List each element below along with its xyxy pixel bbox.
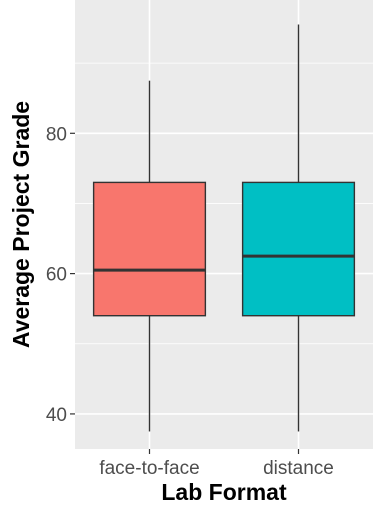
box-body [241, 181, 356, 317]
y-tick-label: 40 [46, 405, 67, 426]
y-axis-title: Average Project Grade [8, 101, 34, 348]
boxes [92, 24, 356, 432]
y-tick-label: 80 [46, 124, 67, 145]
x-tick-label: distance [263, 458, 334, 479]
x-tick-label: face-to-face [99, 458, 199, 479]
box-distance [241, 24, 356, 432]
x-axis-title: Lab Format [161, 479, 287, 505]
x-axis: face-to-face distance [99, 449, 334, 479]
box-body [92, 181, 207, 317]
box-face-to-face [92, 80, 207, 432]
y-tick-label: 60 [46, 265, 67, 286]
y-axis: 40 60 80 [46, 124, 75, 426]
